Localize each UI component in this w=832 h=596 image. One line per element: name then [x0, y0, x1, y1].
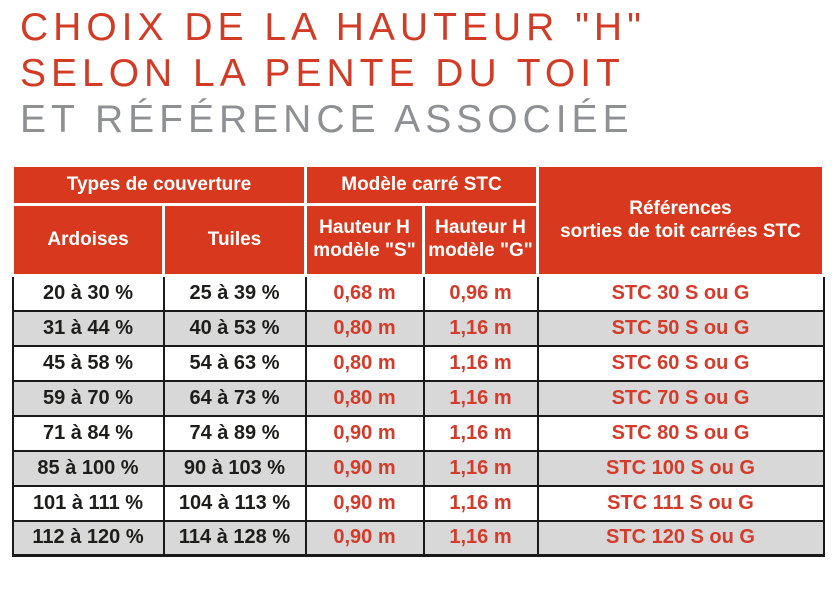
cell-ardoises-range: 85 à 100 %	[11, 449, 165, 487]
cell-hauteur-g: 1,16 m	[422, 344, 539, 382]
table-row: 45 à 58 % 54 à 63 % 0,80 m 1,16 m STC 60…	[11, 344, 825, 382]
cell-hauteur-s: 0,90 m	[304, 449, 425, 487]
cell-hauteur-s: 0,80 m	[304, 344, 425, 382]
header-modele-carre-stc: Modèle carré STC	[304, 164, 539, 206]
table-header: Types de couverture Modèle carré STC Réf…	[11, 164, 825, 277]
table-body: 20 à 30 % 25 à 39 % 0,68 m 0,96 m STC 30…	[11, 274, 825, 557]
cell-reference: STC 111 S ou G	[536, 484, 825, 522]
cell-hauteur-s: 0,80 m	[304, 379, 425, 417]
cell-hauteur-g: 1,16 m	[422, 379, 539, 417]
table-row: 101 à 111 % 104 à 113 % 0,90 m 1,16 m ST…	[11, 484, 825, 522]
table-row: 20 à 30 % 25 à 39 % 0,68 m 0,96 m STC 30…	[11, 274, 825, 312]
header-hauteur-h-modele-s: Hauteur H modèle "S"	[304, 203, 425, 277]
cell-hauteur-g: 1,16 m	[422, 309, 539, 347]
cell-tuiles-range: 90 à 103 %	[162, 449, 307, 487]
cell-reference: STC 30 S ou G	[536, 274, 825, 312]
header-sub-row: Ardoises Tuiles Hauteur H modèle "S" Hau…	[11, 203, 824, 277]
table-row: 59 à 70 % 64 à 73 % 0,80 m 1,16 m STC 70…	[11, 379, 825, 417]
table-row: 31 à 44 % 40 à 53 % 0,80 m 1,16 m STC 50…	[11, 309, 825, 347]
table-row: 71 à 84 % 74 à 89 % 0,90 m 1,16 m STC 80…	[11, 414, 825, 452]
cell-ardoises-range: 31 à 44 %	[11, 309, 165, 347]
table-row: 85 à 100 % 90 à 103 % 0,90 m 1,16 m STC …	[11, 449, 825, 487]
title-line-3: ET RÉFÉRENCE ASSOCIÉE	[20, 98, 634, 141]
cell-ardoises-range: 101 à 111 %	[11, 484, 165, 522]
cell-tuiles-range: 74 à 89 %	[162, 414, 307, 452]
cell-ardoises-range: 45 à 58 %	[11, 344, 165, 382]
cell-tuiles-range: 114 à 128 %	[162, 519, 307, 557]
header-types-de-couverture: Types de couverture	[11, 164, 307, 206]
title-line-2: SELON LA PENTE DU TOIT	[20, 52, 625, 95]
cell-ardoises-range: 20 à 30 %	[11, 274, 165, 312]
cell-hauteur-g: 1,16 m	[422, 449, 539, 487]
header-tuiles: Tuiles	[162, 203, 307, 277]
cell-ardoises-range: 59 à 70 %	[11, 379, 165, 417]
cell-hauteur-s: 0,80 m	[304, 309, 425, 347]
cell-reference: STC 50 S ou G	[536, 309, 825, 347]
cell-ardoises-range: 112 à 120 %	[11, 519, 165, 557]
cell-reference: STC 70 S ou G	[536, 379, 825, 417]
cell-hauteur-g: 1,16 m	[422, 414, 539, 452]
cell-tuiles-range: 40 à 53 %	[162, 309, 307, 347]
cell-reference: STC 80 S ou G	[536, 414, 825, 452]
cell-tuiles-range: 54 à 63 %	[162, 344, 307, 382]
title-line-1: CHOIX DE LA HAUTEUR "H"	[20, 6, 646, 49]
header-group-row: Types de couverture Modèle carré STC Réf…	[11, 164, 825, 277]
title-block: CHOIX DE LA HAUTEUR "H" SELON LA PENTE D…	[0, 0, 832, 143]
cell-hauteur-g: 1,16 m	[422, 484, 539, 522]
cell-tuiles-range: 25 à 39 %	[162, 274, 307, 312]
header-ardoises: Ardoises	[11, 203, 165, 277]
cell-hauteur-s: 0,90 m	[304, 519, 425, 557]
cell-hauteur-s: 0,68 m	[304, 274, 425, 312]
cell-ardoises-range: 71 à 84 %	[11, 414, 165, 452]
cell-hauteur-s: 0,90 m	[304, 484, 425, 522]
header-references: Références sorties de toit carrées STC	[536, 164, 825, 277]
cell-tuiles-range: 64 à 73 %	[162, 379, 307, 417]
cell-hauteur-g: 1,16 m	[422, 519, 539, 557]
cell-reference: STC 60 S ou G	[536, 344, 825, 382]
table-row: 112 à 120 % 114 à 128 % 0,90 m 1,16 m ST…	[11, 519, 825, 557]
cell-hauteur-g: 0,96 m	[422, 274, 539, 312]
cell-reference: STC 100 S ou G	[536, 449, 825, 487]
cell-hauteur-s: 0,90 m	[304, 414, 425, 452]
cell-reference: STC 120 S ou G	[536, 519, 825, 557]
roof-pitch-height-table: Types de couverture Modèle carré STC Réf…	[11, 164, 825, 557]
cell-tuiles-range: 104 à 113 %	[162, 484, 307, 522]
header-hauteur-h-modele-g: Hauteur H modèle "G"	[422, 203, 539, 277]
